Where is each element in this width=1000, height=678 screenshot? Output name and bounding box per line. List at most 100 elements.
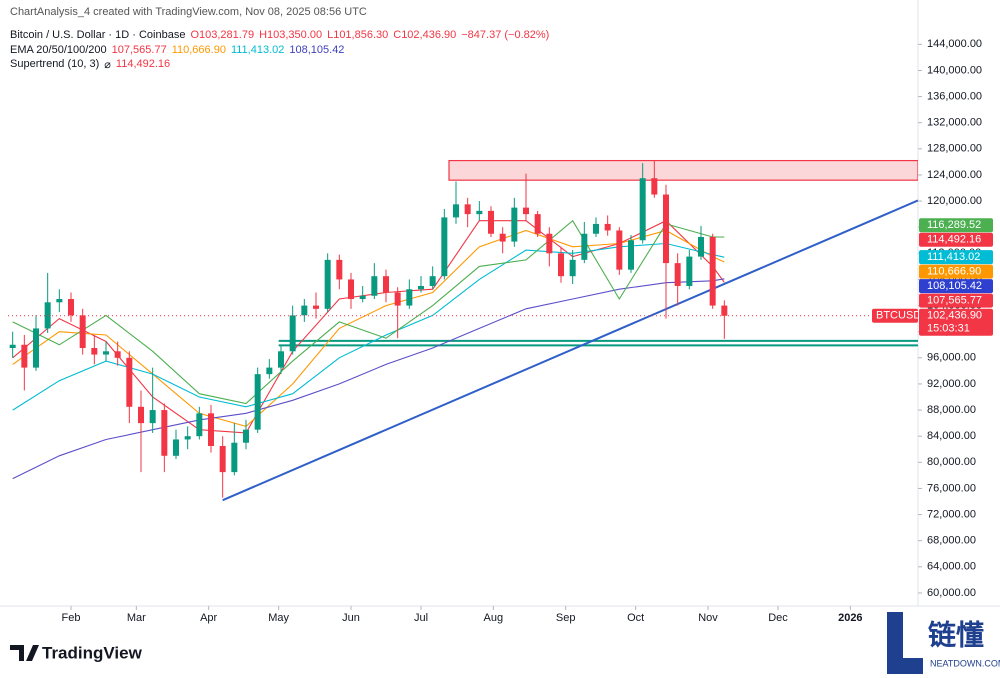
price-label-box xyxy=(919,218,993,233)
candle-body xyxy=(301,305,308,316)
candle-body xyxy=(616,230,623,270)
candle-body xyxy=(674,263,681,286)
y-tick-label: 76,000.00 xyxy=(927,482,976,494)
candle-body xyxy=(219,445,226,473)
indicator-line xyxy=(12,278,725,480)
candle-body xyxy=(126,357,133,407)
last-price-label: 102,436.90 xyxy=(927,310,982,322)
candle-body xyxy=(534,214,541,234)
y-tick-label: 72,000.00 xyxy=(927,508,976,520)
candle-body xyxy=(173,439,179,456)
candle-body xyxy=(336,259,343,280)
candle-body xyxy=(243,429,249,443)
credit-text: ChartAnalysis_4 created with TradingView… xyxy=(10,6,367,18)
indicator-line xyxy=(12,242,725,411)
candle-body xyxy=(313,305,319,309)
candle-body xyxy=(721,305,728,316)
candle-body xyxy=(464,204,471,215)
candle-body xyxy=(184,436,191,440)
ohlc-value: O103,281.79 xyxy=(190,29,255,41)
price-label-box xyxy=(919,232,993,247)
candle-body xyxy=(149,410,156,424)
candle-body xyxy=(114,351,121,358)
candle-body xyxy=(453,204,459,218)
watermark: 链懂 NEATDOWN.COM xyxy=(887,612,1000,674)
candle-body xyxy=(569,259,576,277)
y-tick-label: 64,000.00 xyxy=(927,561,976,573)
candle-body xyxy=(383,276,389,293)
credit: ChartAnalysis_4 created with TradingView… xyxy=(10,6,367,18)
candle-body xyxy=(394,292,401,306)
candle-body xyxy=(698,236,704,257)
candle-body xyxy=(499,233,506,242)
y-tick-label: 88,000.00 xyxy=(927,404,976,416)
candle-body xyxy=(266,367,273,375)
y-tick-label: 120,000.00 xyxy=(927,195,982,207)
y-tick-label: 92,000.00 xyxy=(927,378,976,390)
trendline xyxy=(222,199,918,502)
candle-body xyxy=(709,236,716,306)
candle-body xyxy=(546,233,553,254)
x-tick-label: Jun xyxy=(342,612,360,624)
ohlc-value: H103,350.00 xyxy=(259,29,323,41)
supertrend-value: 114,492.16 xyxy=(115,58,171,70)
candle-body xyxy=(289,315,296,352)
candle-body xyxy=(639,178,646,241)
y-tick-label: 96,000.00 xyxy=(927,352,976,364)
y-tick-label: 144,000.00 xyxy=(927,38,982,50)
x-tick-label: Feb xyxy=(62,612,81,624)
ema-value: 107,565.77 xyxy=(111,44,167,56)
x-tick-label: Nov xyxy=(698,612,718,624)
candle-body xyxy=(138,406,144,424)
tradingview-logo: TradingView xyxy=(10,643,143,662)
candle-body xyxy=(161,410,168,456)
candle-body xyxy=(208,413,214,446)
last-price-box xyxy=(919,308,993,336)
candle-body xyxy=(254,374,261,430)
price-label: 111,413.02 xyxy=(927,251,980,263)
candle-body xyxy=(371,276,378,296)
y-tick-label: 68,000.00 xyxy=(927,535,976,547)
x-tick-label: Aug xyxy=(484,612,504,624)
resistance-zone xyxy=(448,159,918,181)
ema-line: EMA 20/50/100/200 107,565.77 110,666.90 111… xyxy=(10,44,344,56)
candle-body xyxy=(406,289,413,306)
price-label-box xyxy=(919,293,993,308)
x-tick-label: Jul xyxy=(414,612,428,624)
candle-body xyxy=(44,302,51,329)
candle-body xyxy=(196,413,203,437)
brand: TradingView xyxy=(42,643,143,662)
price-label-box xyxy=(919,264,993,279)
candle-body xyxy=(604,223,611,231)
y-tick-label: 128,000.00 xyxy=(927,143,982,155)
candle-body xyxy=(91,348,98,355)
price-label: 107,565.77 xyxy=(927,295,982,307)
symbol-line: Bitcoin / U.S. Dollar · 1D · Coinbase O10… xyxy=(10,29,549,41)
symbol-box xyxy=(872,308,918,323)
ema-value: 108,105.42 xyxy=(289,44,345,56)
ohlc-value: −847.37 (−0.82%) xyxy=(461,29,550,41)
ema-value: 111,413.02 xyxy=(230,44,285,56)
candle-body xyxy=(103,351,109,355)
y-tick-label: 140,000.00 xyxy=(927,64,982,76)
ohlc-value: C102,436.90 xyxy=(393,29,457,41)
candle-body xyxy=(9,344,16,349)
candle-body xyxy=(348,279,354,300)
x-tick-label: Sep xyxy=(556,612,576,624)
supertrend-line: Supertrend (10, 3) ⌀ 114,492.16 xyxy=(10,58,170,71)
candle-body xyxy=(628,240,634,270)
candle-body xyxy=(523,207,529,215)
x-tick-label: 2026 xyxy=(838,612,862,624)
candle-body xyxy=(511,207,518,242)
candle-body xyxy=(68,299,74,316)
price-label: 108,105.42 xyxy=(927,280,982,292)
x-tick-label: Apr xyxy=(200,612,217,624)
candle-body xyxy=(33,328,39,368)
supertrend-label: Supertrend (10, 3) xyxy=(10,58,100,70)
indicator-line xyxy=(12,219,725,405)
candle-body xyxy=(476,210,483,215)
y-tick-label: 84,000.00 xyxy=(927,430,976,442)
candle-body xyxy=(558,253,564,277)
